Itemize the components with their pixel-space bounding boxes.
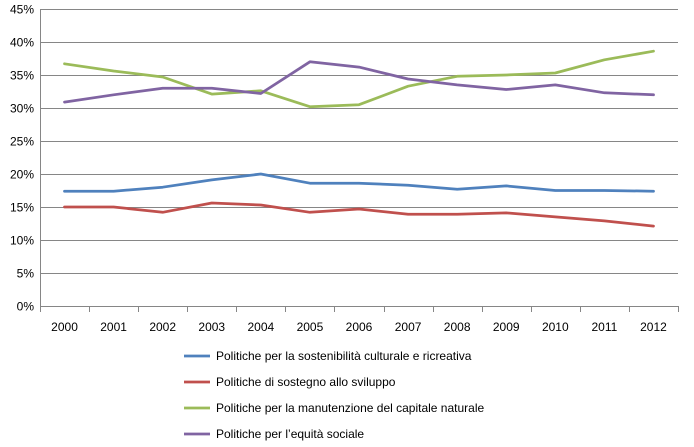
x-tick-label: 2000 (51, 320, 78, 334)
x-tick-label: 2011 (591, 320, 617, 334)
x-tick-label: 2005 (297, 320, 324, 334)
series-line-4 (63, 60, 655, 104)
y-tick-label: 30% (10, 102, 34, 116)
x-tick-label: 2004 (247, 320, 274, 334)
x-tick-label: 2003 (198, 320, 225, 334)
x-tick-label: 2001 (100, 320, 127, 334)
legend-label-4: Politiche per l’equità sociale (216, 427, 364, 441)
x-tick-label: 2009 (493, 320, 520, 334)
y-tick-label: 35% (10, 69, 34, 83)
y-tick-label: 5% (17, 267, 35, 281)
x-axis-tick-labels: 2000 2001 2002 2003 2004 2005 2006 2007 2008 2009… (51, 320, 667, 334)
legend-label-2: Politiche di sostegno allo sviluppo (216, 375, 396, 389)
x-tick-label: 2006 (346, 320, 373, 334)
y-tick-label: 25% (10, 135, 34, 149)
gridlines (40, 9, 678, 274)
series-line-3 (63, 49, 655, 109)
x-tick-label: 2012 (640, 320, 667, 334)
x-tick-label: 2007 (395, 320, 422, 334)
x-tick-label: 2002 (149, 320, 176, 334)
y-tick-label: 40% (10, 36, 34, 50)
x-tick-label: 2008 (444, 320, 471, 334)
y-tick-label: 0% (17, 300, 35, 314)
x-tick-label: 2010 (542, 320, 569, 334)
series-lines (63, 49, 655, 228)
legend-label-3: Politiche per la manutenzione del capita… (216, 401, 484, 415)
y-axis-tick-labels: 0% 5% 10% 15% 20% 25% 30% 35% 40% 45% (10, 3, 34, 314)
series-line-2 (63, 201, 655, 228)
y-tick-label: 20% (10, 168, 34, 182)
series-line-1 (63, 172, 655, 193)
y-tick-label: 15% (10, 201, 34, 215)
y-tick-label: 45% (10, 3, 34, 17)
y-tick-label: 10% (10, 234, 34, 248)
legend-label-1: Politiche per la sostenibilità culturale… (216, 349, 472, 363)
axes (40, 9, 679, 312)
legend: Politiche per la sostenibilità culturale… (184, 349, 484, 441)
